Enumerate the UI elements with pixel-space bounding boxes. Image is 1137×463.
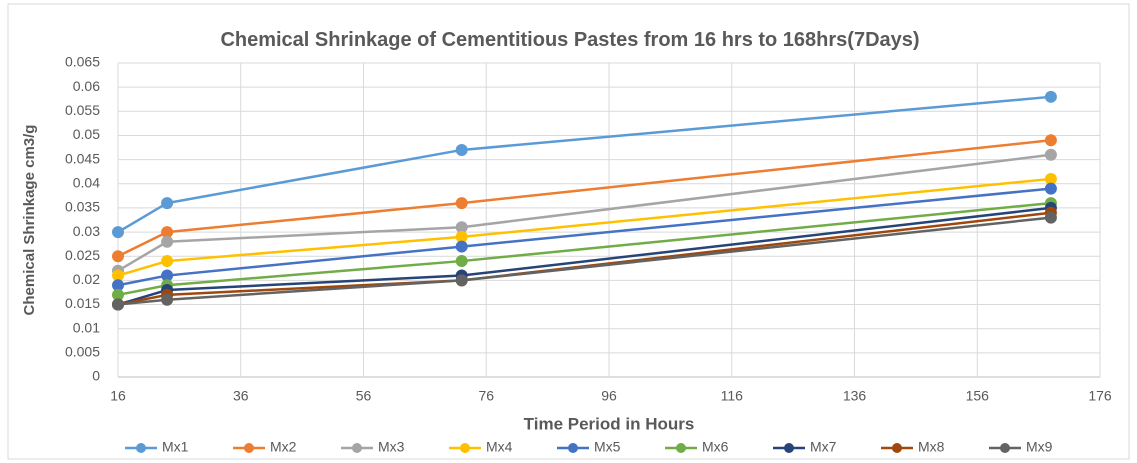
data-point <box>455 274 468 287</box>
legend-marker <box>244 443 254 453</box>
data-point <box>1044 148 1057 161</box>
data-point <box>1044 182 1057 195</box>
x-tick-label: 176 <box>1088 388 1112 404</box>
x-tick-label: 136 <box>843 388 867 404</box>
x-axis-label: Time Period in Hours <box>524 414 695 433</box>
y-tick-label: 0.055 <box>65 102 100 118</box>
x-tick-label: 36 <box>233 388 249 404</box>
legend-marker <box>352 443 362 453</box>
data-point <box>455 197 468 210</box>
y-tick-label: 0.015 <box>65 295 100 311</box>
y-tick-label: 0 <box>92 368 100 384</box>
x-tick-label: 96 <box>601 388 617 404</box>
legend-label: Mx1 <box>162 439 189 455</box>
y-tick-label: 0.045 <box>65 150 100 166</box>
legend-marker <box>136 443 146 453</box>
data-point <box>1044 172 1057 185</box>
legend-marker <box>784 443 794 453</box>
legend-marker <box>892 443 902 453</box>
y-tick-label: 0.02 <box>73 271 100 287</box>
y-tick-label: 0.05 <box>73 126 100 142</box>
series-line <box>117 216 1052 306</box>
data-point <box>112 298 124 311</box>
data-point <box>455 230 468 243</box>
data-point <box>455 143 468 156</box>
y-tick-label: 0.025 <box>65 247 100 263</box>
series-line <box>117 139 1052 258</box>
legend-label: Mx9 <box>1026 439 1053 455</box>
data-point <box>161 269 174 282</box>
y-tick-label: 0.04 <box>73 174 100 190</box>
legend-label: Mx5 <box>594 439 621 455</box>
data-point <box>161 255 174 268</box>
legend-marker <box>676 443 686 453</box>
data-point <box>161 293 174 306</box>
series-line <box>117 211 1052 306</box>
y-tick-label: 0.005 <box>65 344 100 360</box>
legend-label: Mx6 <box>702 439 729 455</box>
data-point <box>112 279 124 292</box>
y-axis-label: Chemical Shrinkage cm3/g <box>21 125 38 316</box>
data-point <box>161 197 174 210</box>
y-tick-label: 0.03 <box>73 223 100 239</box>
data-point <box>455 240 468 253</box>
x-tick-label: 76 <box>478 388 494 404</box>
legend-label: Mx8 <box>918 439 945 455</box>
legend-label: Mx2 <box>270 439 297 455</box>
data-point <box>1044 211 1057 224</box>
data-point <box>161 235 174 248</box>
x-tick-label: 116 <box>721 388 744 404</box>
data-point <box>112 269 124 282</box>
y-tick-label: 0.01 <box>73 319 100 335</box>
series-line <box>117 206 1052 306</box>
x-tick-label: 156 <box>966 388 990 404</box>
data-point <box>112 226 124 239</box>
data-point <box>455 255 468 268</box>
series-line <box>117 153 1052 272</box>
legend-label: Mx4 <box>486 439 513 455</box>
legend-marker <box>568 443 578 453</box>
chart-title: Chemical Shrinkage of Cementitious Paste… <box>220 29 920 51</box>
y-tick-label: 0.065 <box>65 54 100 70</box>
legend-marker <box>1000 443 1010 453</box>
data-point <box>455 221 468 234</box>
data-point <box>112 288 124 301</box>
y-tick-label: 0.035 <box>65 199 100 215</box>
y-tick-label: 0.06 <box>73 78 100 94</box>
data-point <box>1044 90 1057 103</box>
chart-frame <box>7 3 1130 460</box>
x-tick-label: 56 <box>356 388 372 404</box>
series-line <box>117 187 1052 287</box>
x-tick-label: 16 <box>110 388 126 404</box>
legend-marker <box>460 443 470 453</box>
legend-label: Mx3 <box>378 439 405 455</box>
series-line <box>117 201 1052 297</box>
series-line <box>117 95 1052 234</box>
data-point <box>1044 134 1057 147</box>
data-point <box>112 250 124 263</box>
data-point <box>161 226 174 239</box>
legend-label: Mx7 <box>810 439 837 455</box>
series-line <box>117 177 1052 277</box>
